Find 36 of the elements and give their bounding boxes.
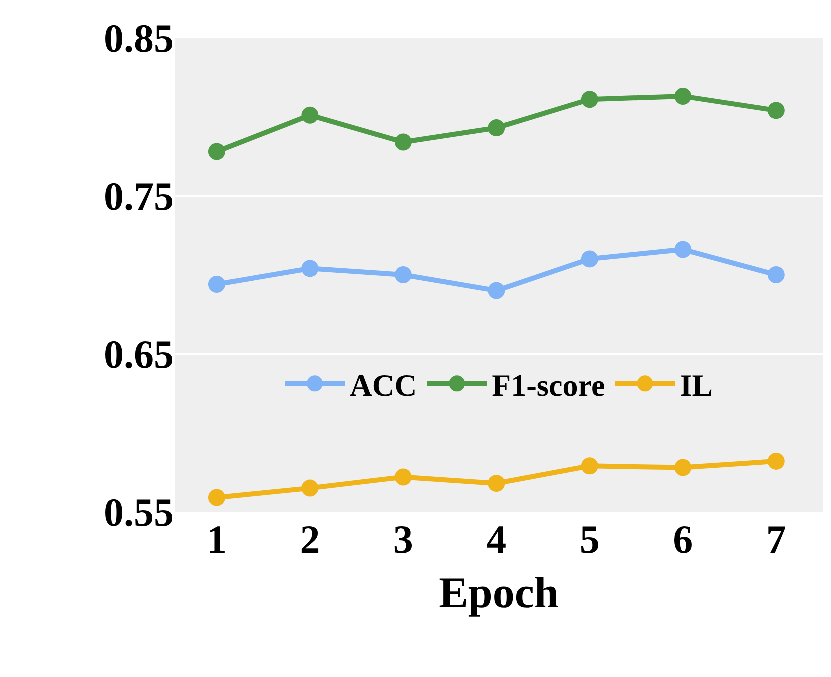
point	[208, 143, 226, 160]
point	[394, 266, 412, 284]
point	[208, 276, 226, 293]
y-tick-label: 0.65	[104, 332, 174, 377]
point	[674, 88, 692, 105]
point	[581, 458, 598, 475]
point	[302, 260, 319, 278]
point	[488, 475, 506, 492]
x-tick-label: 5	[580, 517, 600, 562]
x-tick-label: 2	[300, 517, 320, 562]
point	[581, 91, 598, 108]
point	[302, 106, 319, 124]
legend-label: IL	[680, 368, 713, 403]
point	[302, 480, 319, 497]
point	[768, 102, 785, 120]
point	[208, 489, 226, 506]
legend-label: F1-score	[492, 368, 606, 403]
x-tick-label: 1	[206, 517, 227, 562]
y-tick-label: 0.75	[104, 174, 174, 219]
point	[581, 250, 598, 268]
x-axis-title: Epoch	[439, 568, 559, 618]
legend-label: ACC	[350, 368, 418, 403]
x-tick-label: 6	[673, 517, 694, 562]
x-tick-label: 3	[393, 517, 414, 562]
x-tick-label: 7	[766, 517, 786, 562]
point	[394, 134, 412, 151]
point	[488, 282, 506, 300]
point	[394, 468, 412, 486]
point	[674, 241, 692, 258]
y-tick-label: 0.85	[104, 16, 174, 61]
point	[768, 452, 785, 470]
x-tick-label: 4	[486, 517, 507, 562]
point	[488, 120, 506, 137]
point	[768, 266, 785, 284]
point	[674, 459, 692, 476]
y-tick-label: 0.55	[104, 490, 174, 535]
